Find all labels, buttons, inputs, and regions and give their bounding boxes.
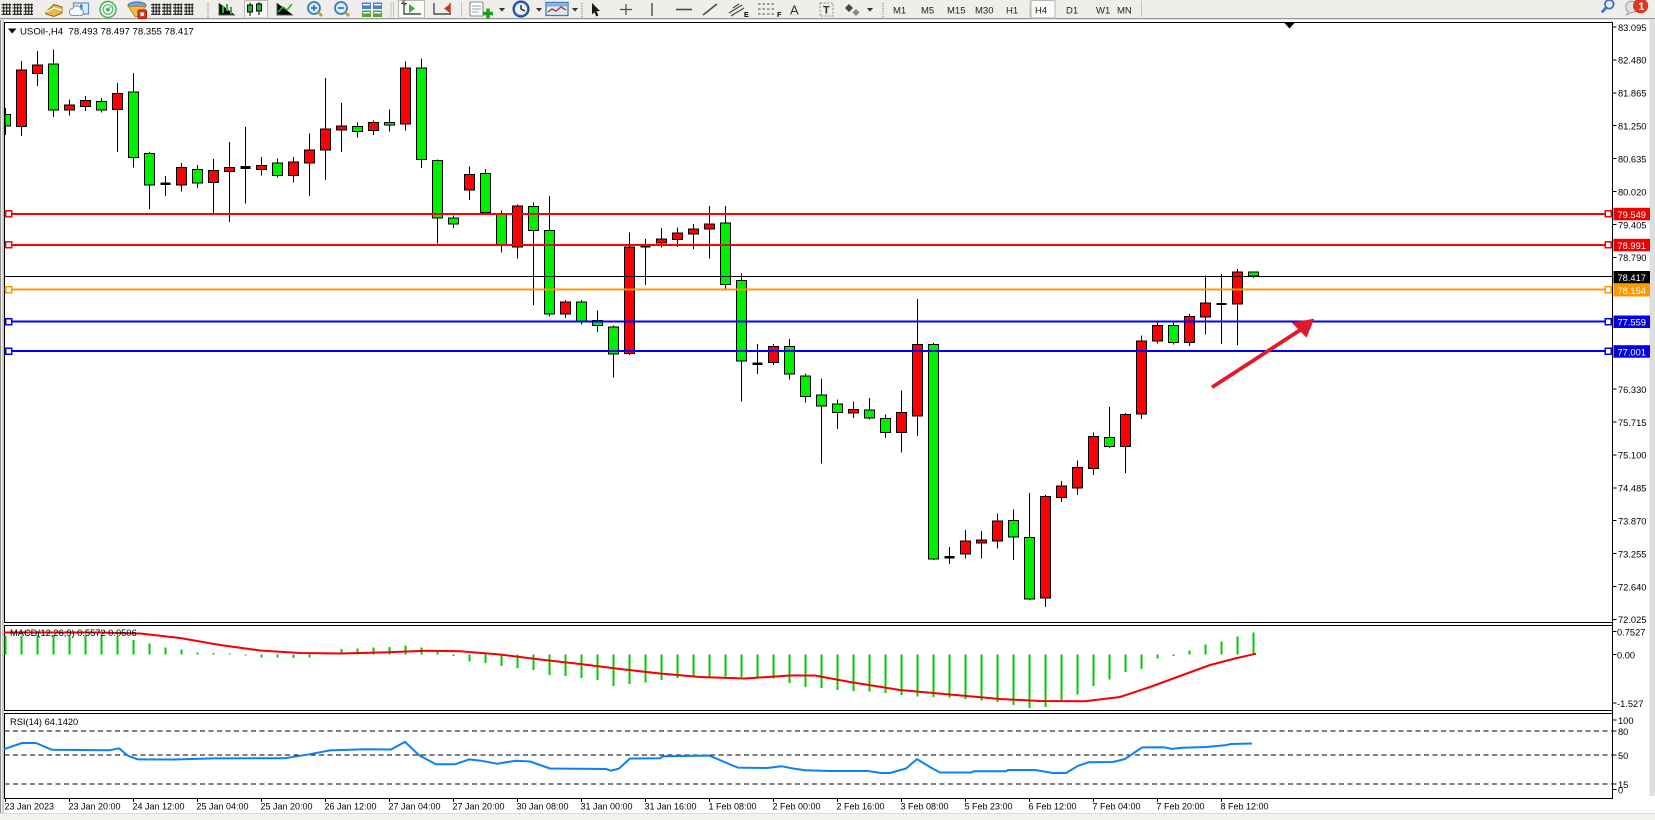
- svg-text:75.715: 75.715: [1618, 418, 1646, 428]
- svg-text:82.480: 82.480: [1618, 56, 1646, 66]
- svg-text:78.154: 78.154: [1618, 286, 1646, 296]
- svg-text:79.549: 79.549: [1618, 210, 1646, 220]
- svg-text:E: E: [744, 12, 749, 19]
- svg-text:80.635: 80.635: [1618, 154, 1646, 164]
- svg-text:100: 100: [1618, 716, 1634, 726]
- svg-text:USOil-,H4 78.493 78.497 78.35: USOil-,H4 78.493 78.497 78.355 78.417: [20, 27, 194, 38]
- svg-text:5 Feb 23:00: 5 Feb 23:00: [965, 802, 1013, 812]
- svg-text:75.100: 75.100: [1618, 451, 1646, 461]
- svg-text:0: 0: [1618, 786, 1623, 796]
- svg-text:3 Feb 08:00: 3 Feb 08:00: [901, 802, 949, 812]
- svg-text:MN: MN: [1117, 6, 1132, 17]
- svg-text:F: F: [777, 12, 782, 19]
- svg-text:23 Jan 20:00: 23 Jan 20:00: [69, 802, 121, 812]
- svg-text:23 Jan 2023: 23 Jan 2023: [5, 802, 55, 812]
- svg-text:76.330: 76.330: [1618, 385, 1646, 395]
- svg-text:25 Jan 20:00: 25 Jan 20:00: [261, 802, 313, 812]
- svg-text:1 Feb 08:00: 1 Feb 08:00: [709, 802, 757, 812]
- svg-text:25 Jan 04:00: 25 Jan 04:00: [197, 802, 249, 812]
- svg-text:7 Feb 04:00: 7 Feb 04:00: [1093, 802, 1141, 812]
- svg-text:77.559: 77.559: [1618, 318, 1646, 328]
- svg-text:M5: M5: [921, 6, 934, 17]
- svg-text:M1: M1: [893, 6, 906, 17]
- svg-text:78.790: 78.790: [1618, 253, 1646, 263]
- svg-text:-1.527: -1.527: [1617, 699, 1643, 709]
- svg-text:15: 15: [1618, 780, 1628, 790]
- svg-text:6 Feb 12:00: 6 Feb 12:00: [1029, 802, 1077, 812]
- svg-text:81.865: 81.865: [1618, 89, 1646, 99]
- svg-text:1: 1: [1638, 1, 1644, 13]
- svg-text:79.405: 79.405: [1618, 220, 1646, 230]
- svg-text:W1: W1: [1096, 6, 1110, 17]
- svg-text:73.870: 73.870: [1618, 517, 1646, 527]
- svg-text:2 Feb 16:00: 2 Feb 16:00: [837, 802, 885, 812]
- svg-text:8 Feb 12:00: 8 Feb 12:00: [1221, 802, 1269, 812]
- svg-text:83.095: 83.095: [1618, 23, 1646, 33]
- svg-text:80.020: 80.020: [1618, 187, 1646, 197]
- svg-text:H4: H4: [1035, 6, 1047, 17]
- svg-text:78.417: 78.417: [1618, 273, 1646, 283]
- svg-text:80: 80: [1618, 727, 1628, 737]
- svg-text:26 Jan 12:00: 26 Jan 12:00: [325, 802, 377, 812]
- svg-text:73.255: 73.255: [1618, 549, 1646, 559]
- svg-text:7 Feb 20:00: 7 Feb 20:00: [1157, 802, 1205, 812]
- svg-text:78.991: 78.991: [1618, 241, 1646, 251]
- svg-text:H1: H1: [1006, 6, 1018, 17]
- svg-text:74.485: 74.485: [1618, 484, 1646, 494]
- svg-text:A: A: [790, 3, 799, 18]
- svg-text:24 Jan 12:00: 24 Jan 12:00: [133, 802, 185, 812]
- svg-text:M15: M15: [947, 6, 965, 17]
- svg-text:RSI(14) 64.1420: RSI(14) 64.1420: [10, 717, 78, 727]
- svg-text:T: T: [823, 5, 830, 17]
- svg-text:72.640: 72.640: [1618, 582, 1646, 592]
- svg-text:2 Feb 00:00: 2 Feb 00:00: [773, 802, 821, 812]
- svg-text:M30: M30: [975, 6, 993, 17]
- svg-text:0.7527: 0.7527: [1617, 628, 1645, 638]
- svg-text:50: 50: [1618, 751, 1628, 761]
- svg-text:81.250: 81.250: [1618, 122, 1646, 132]
- svg-text:30 Jan 08:00: 30 Jan 08:00: [517, 802, 569, 812]
- svg-text:72.025: 72.025: [1618, 615, 1646, 625]
- svg-text:31 Jan 16:00: 31 Jan 16:00: [645, 802, 697, 812]
- svg-text:MACD(12,26,9) 0.5572 0.0506: MACD(12,26,9) 0.5572 0.0506: [10, 628, 137, 638]
- svg-text:27 Jan 04:00: 27 Jan 04:00: [389, 802, 441, 812]
- svg-text:D1: D1: [1066, 6, 1078, 17]
- svg-text:77.001: 77.001: [1618, 347, 1646, 357]
- svg-text:27 Jan 20:00: 27 Jan 20:00: [453, 802, 505, 812]
- svg-text:31 Jan 00:00: 31 Jan 00:00: [581, 802, 633, 812]
- svg-text:0.00: 0.00: [1617, 650, 1635, 660]
